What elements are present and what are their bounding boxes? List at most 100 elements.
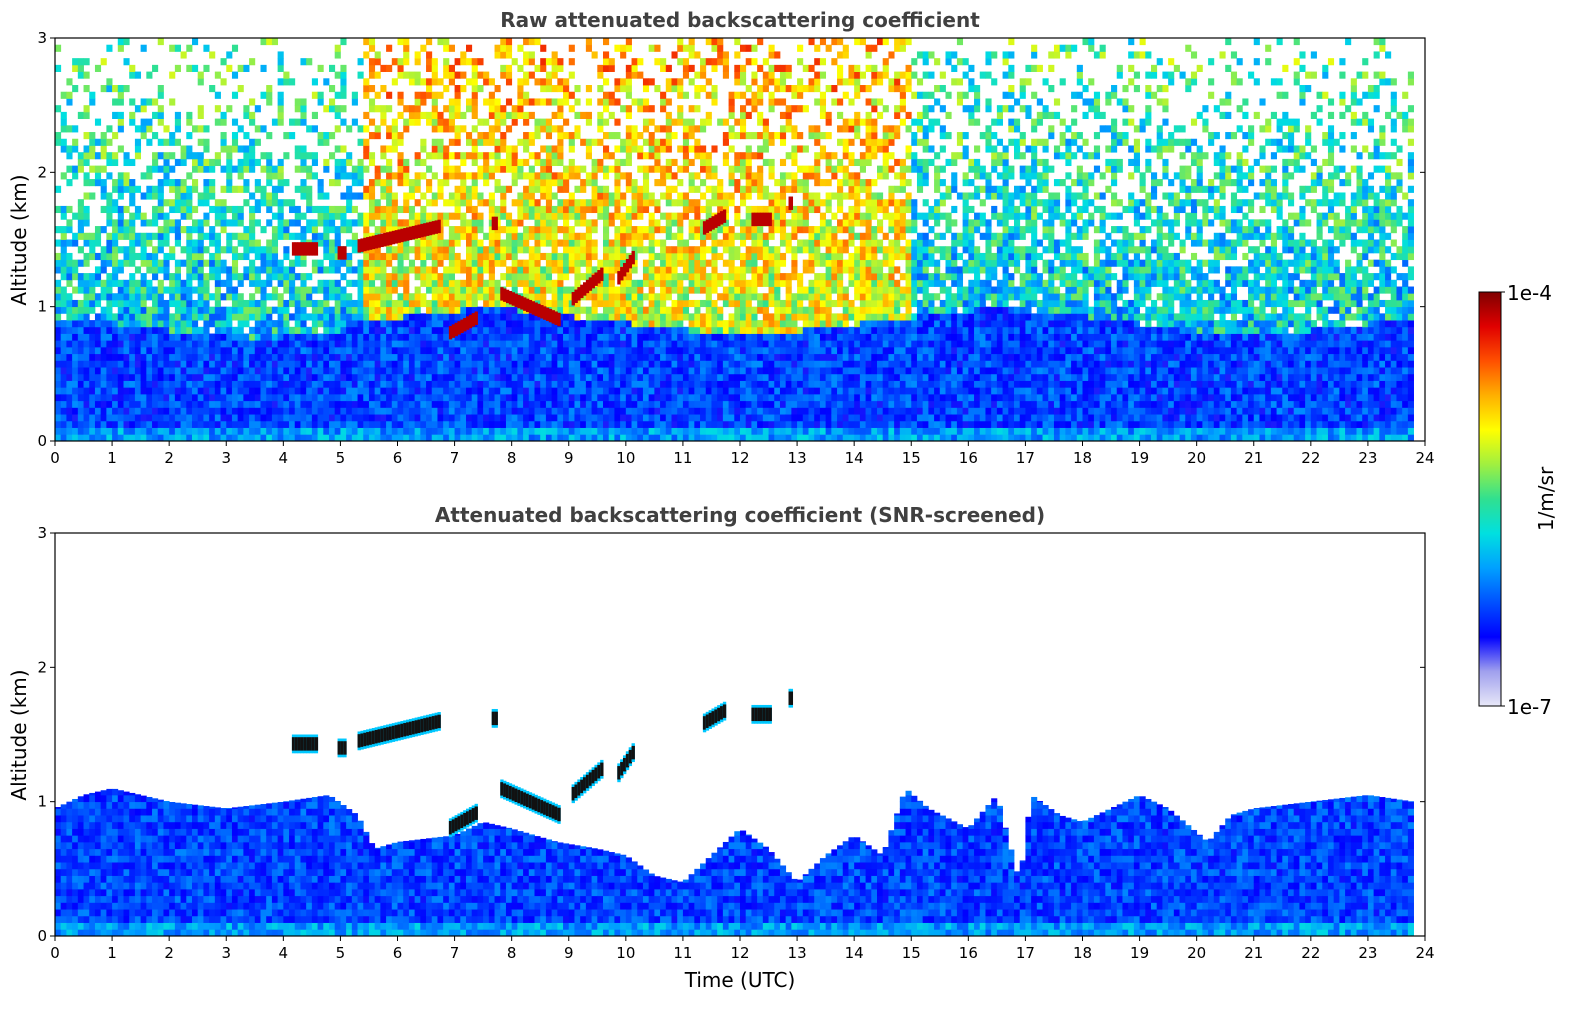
backscatter-cell xyxy=(591,420,598,428)
backscatter-cell xyxy=(403,286,410,294)
backscatter-cell xyxy=(134,373,142,381)
backscatter-cell xyxy=(140,192,147,200)
backscatter-cell xyxy=(140,212,147,220)
backscatter-cell xyxy=(100,132,107,140)
backscatter-cell xyxy=(106,273,113,281)
backscatter-cell xyxy=(100,373,107,381)
backscatter-cell xyxy=(631,299,638,308)
backscatter-cell xyxy=(391,414,398,422)
backscatter-cell xyxy=(563,387,570,395)
backscatter-cell xyxy=(557,252,564,261)
backscatter-cell xyxy=(100,313,107,321)
backscatter-cell xyxy=(500,393,507,402)
backscatter-cell xyxy=(665,333,672,341)
backscatter-cell xyxy=(83,132,90,140)
backscatter-cell xyxy=(648,400,655,408)
backscatter-cell xyxy=(260,199,267,207)
backscatter-cell xyxy=(488,434,495,441)
backscatter-cell xyxy=(574,299,581,308)
backscatter-cell xyxy=(237,434,244,441)
backscatter-cell xyxy=(214,71,221,79)
backscatter-cell xyxy=(682,427,690,435)
backscatter-cell xyxy=(129,414,136,422)
backscatter-cell xyxy=(174,279,181,287)
backscatter-cell xyxy=(477,353,484,361)
backscatter-cell xyxy=(294,373,301,381)
backscatter-cell xyxy=(157,85,164,93)
backscatter-cell xyxy=(180,179,187,187)
backscatter-cell xyxy=(545,393,553,402)
backscatter-cell xyxy=(203,246,210,254)
backscatter-cell xyxy=(100,165,107,173)
backscatter-cell xyxy=(197,78,204,86)
backscatter-cell xyxy=(77,340,84,348)
backscatter-cell xyxy=(466,407,473,415)
backscatter-cell xyxy=(152,286,159,294)
backscatter-cell xyxy=(471,91,478,99)
backscatter-cell xyxy=(591,367,598,375)
backscatter-cell xyxy=(403,306,410,314)
backscatter-cell xyxy=(129,360,136,368)
backscatter-cell xyxy=(340,313,347,321)
backscatter-cell xyxy=(146,185,153,193)
backscatter-cell xyxy=(585,232,592,240)
backscatter-cell xyxy=(243,306,250,314)
backscatter-cell xyxy=(574,387,581,395)
backscatter-cell xyxy=(443,313,450,321)
backscatter-cell xyxy=(563,246,570,254)
backscatter-cell xyxy=(283,246,290,254)
backscatter-cell xyxy=(471,152,478,160)
backscatter-cell xyxy=(77,286,84,294)
backscatter-cell xyxy=(329,246,336,254)
backscatter-cell xyxy=(488,353,495,361)
backscatter-cell xyxy=(55,299,62,308)
backscatter-cell xyxy=(77,353,84,361)
backscatter-cell xyxy=(511,393,518,402)
backscatter-cell xyxy=(60,299,67,308)
backscatter-cell xyxy=(334,259,341,267)
backscatter-cell xyxy=(431,105,438,113)
backscatter-cell xyxy=(454,414,461,422)
backscatter-cell xyxy=(688,279,695,287)
backscatter-cell xyxy=(460,387,467,395)
backscatter-cell xyxy=(488,259,495,267)
backscatter-cell xyxy=(186,205,193,214)
backscatter-cell xyxy=(186,64,193,72)
backscatter-cell xyxy=(408,192,416,200)
backscatter-cell xyxy=(591,286,598,294)
backscatter-cell xyxy=(329,420,336,428)
backscatter-cell xyxy=(374,326,381,334)
backscatter-cell xyxy=(77,152,84,160)
backscatter-cell xyxy=(454,192,461,200)
backscatter-cell xyxy=(705,299,712,308)
backscatter-cell xyxy=(488,105,495,113)
backscatter-cell xyxy=(517,78,524,86)
backscatter-cell xyxy=(625,132,632,140)
backscatter-cell xyxy=(603,165,610,173)
backscatter-cell xyxy=(408,367,416,375)
backscatter-cell xyxy=(368,320,376,328)
backscatter-cell xyxy=(146,172,153,180)
backscatter-cell xyxy=(209,179,216,187)
backscatter-cell xyxy=(209,353,216,361)
backscatter-cell xyxy=(454,138,461,146)
backscatter-cell xyxy=(500,246,507,254)
backscatter-cell xyxy=(391,132,398,140)
backscatter-cell xyxy=(363,279,370,287)
backscatter-cell xyxy=(625,333,632,341)
backscatter-cell xyxy=(580,353,587,361)
backscatter-cell xyxy=(471,105,478,113)
backscatter-cell xyxy=(642,387,650,395)
backscatter-cell xyxy=(237,333,244,341)
backscatter-cell xyxy=(568,205,575,214)
backscatter-cell xyxy=(608,414,615,422)
backscatter-cell xyxy=(523,266,530,274)
backscatter-cell xyxy=(477,152,484,160)
backscatter-cell xyxy=(471,232,478,240)
backscatter-cell xyxy=(306,333,313,341)
backscatter-cell xyxy=(197,434,204,441)
backscatter-cell xyxy=(271,273,279,281)
backscatter-cell xyxy=(608,58,615,66)
backscatter-cell xyxy=(397,393,404,402)
backscatter-cell xyxy=(711,232,718,240)
